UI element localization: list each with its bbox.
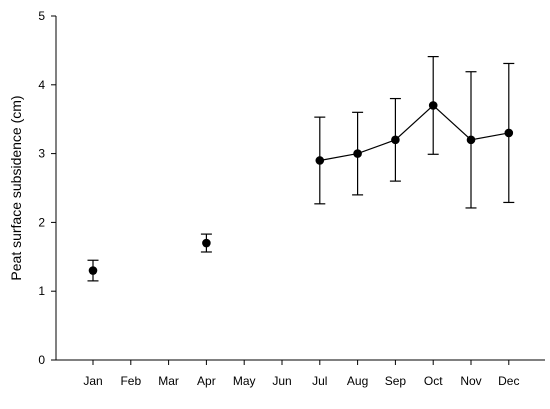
y-tick-label: 1	[38, 284, 45, 298]
axes	[55, 16, 545, 361]
x-tick-label: Nov	[460, 374, 481, 388]
x-tick-label: May	[233, 374, 256, 388]
data-point-nov	[466, 135, 476, 145]
error-bars	[87, 55, 515, 282]
x-tick-label: Sep	[385, 374, 407, 388]
x-tick-label: Jun	[272, 374, 291, 388]
data-point-sep	[391, 135, 400, 145]
data-point-apr	[202, 238, 211, 248]
series-lines	[319, 104, 509, 162]
x-tick-label: Oct	[424, 374, 443, 388]
x-tick-label: Jul	[312, 374, 327, 388]
x-tick-label: Feb	[120, 374, 141, 388]
y-tick-label: 5	[38, 9, 45, 23]
data-point-jan	[88, 266, 98, 275]
series-line	[319, 104, 509, 162]
x-tick-label: Aug	[347, 374, 368, 388]
y-ticks: 0 1 2 3 4 5	[38, 9, 56, 367]
data-point-dec	[504, 128, 514, 138]
x-tick-label: Mar	[158, 374, 179, 388]
x-tick-label: Dec	[498, 374, 519, 388]
data-point-aug	[353, 149, 362, 158]
data-point-oct	[428, 101, 438, 110]
data-point-jul	[315, 156, 325, 165]
y-tick-label: 3	[38, 147, 45, 161]
y-tick-label: 4	[38, 78, 45, 92]
x-tick-label: Apr	[197, 374, 216, 388]
y-tick-label: 0	[38, 353, 45, 367]
y-tick-label: 2	[38, 215, 45, 229]
x-ticks: Jan Feb Mar Apr May Jun Jul Aug Sep Oct Nov Dec	[83, 360, 519, 388]
x-tick-label: Jan	[83, 374, 102, 388]
data-points	[88, 101, 514, 275]
y-axis-title: Peat surface subsidence (cm)	[8, 95, 24, 280]
